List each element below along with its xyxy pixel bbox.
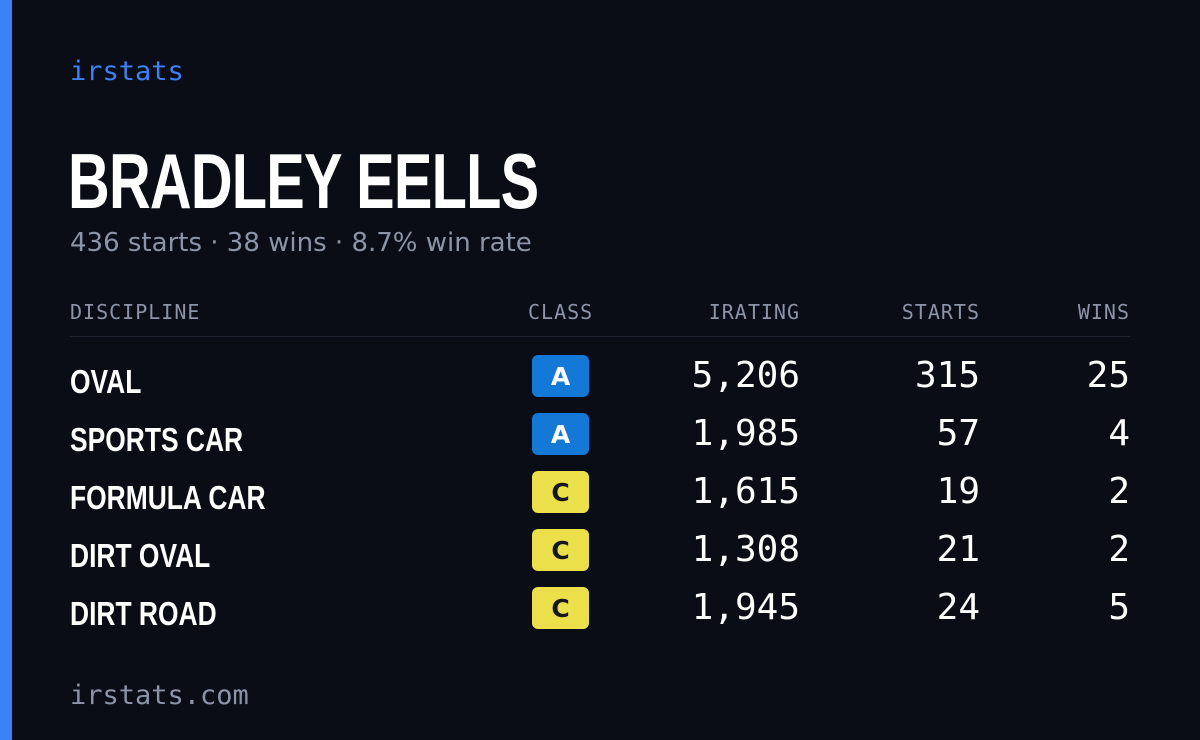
discipline-name: OVAL [70, 363, 142, 400]
header-class: CLASS [528, 300, 594, 324]
table-header: DISCIPLINE CLASS IRATING STARTS WINS [70, 296, 1130, 337]
discipline-name: SPORTS CAR [70, 421, 244, 458]
header-discipline: DISCIPLINE [70, 300, 201, 324]
class-badge: A [532, 413, 589, 455]
irating-value: 1,308 [691, 529, 800, 570]
driver-summary: 436 starts · 38 wins · 8.7% win rate [70, 228, 532, 258]
wins-value: 2 [1108, 529, 1130, 570]
class-badge: A [532, 355, 589, 397]
header-irating: IRATING [708, 300, 800, 324]
starts-value: 19 [936, 471, 980, 512]
starts-value: 21 [936, 529, 980, 570]
wins-value: 2 [1108, 471, 1130, 512]
irating-value: 1,615 [691, 471, 800, 512]
discipline-name: DIRT ROAD [70, 595, 217, 632]
wins-value: 5 [1108, 587, 1130, 628]
wins-value: 25 [1086, 355, 1130, 396]
discipline-name: DIRT OVAL [70, 537, 211, 574]
brand-logo-text: irstats [70, 56, 184, 87]
stats-table: DISCIPLINE CLASS IRATING STARTS WINS OVA… [70, 296, 1130, 643]
irating-value: 1,985 [691, 413, 800, 454]
table-body: OVAL A 5,206 315 25 SPORTS CAR A 1,985 5… [70, 353, 1130, 643]
irating-value: 5,206 [691, 355, 800, 396]
irating-value: 1,945 [691, 587, 800, 628]
table-row: SPORTS CAR A 1,985 57 4 [70, 411, 1130, 469]
driver-name: BRADLEY EELLS [68, 137, 539, 225]
table-row: OVAL A 5,206 315 25 [70, 353, 1130, 411]
starts-value: 57 [936, 413, 980, 454]
accent-bar [0, 0, 12, 740]
footer-url: irstats.com [70, 680, 249, 711]
table-row: FORMULA CAR C 1,615 19 2 [70, 469, 1130, 527]
starts-value: 315 [914, 355, 980, 396]
table-row: DIRT ROAD C 1,945 24 5 [70, 585, 1130, 643]
class-badge: C [532, 529, 589, 571]
starts-value: 24 [936, 587, 980, 628]
table-row: DIRT OVAL C 1,308 21 2 [70, 527, 1130, 585]
wins-value: 4 [1108, 413, 1130, 454]
header-starts: STARTS [901, 300, 980, 324]
header-wins: WINS [1077, 300, 1130, 324]
class-badge: C [532, 587, 589, 629]
discipline-name: FORMULA CAR [70, 479, 266, 516]
class-badge: C [532, 471, 589, 513]
